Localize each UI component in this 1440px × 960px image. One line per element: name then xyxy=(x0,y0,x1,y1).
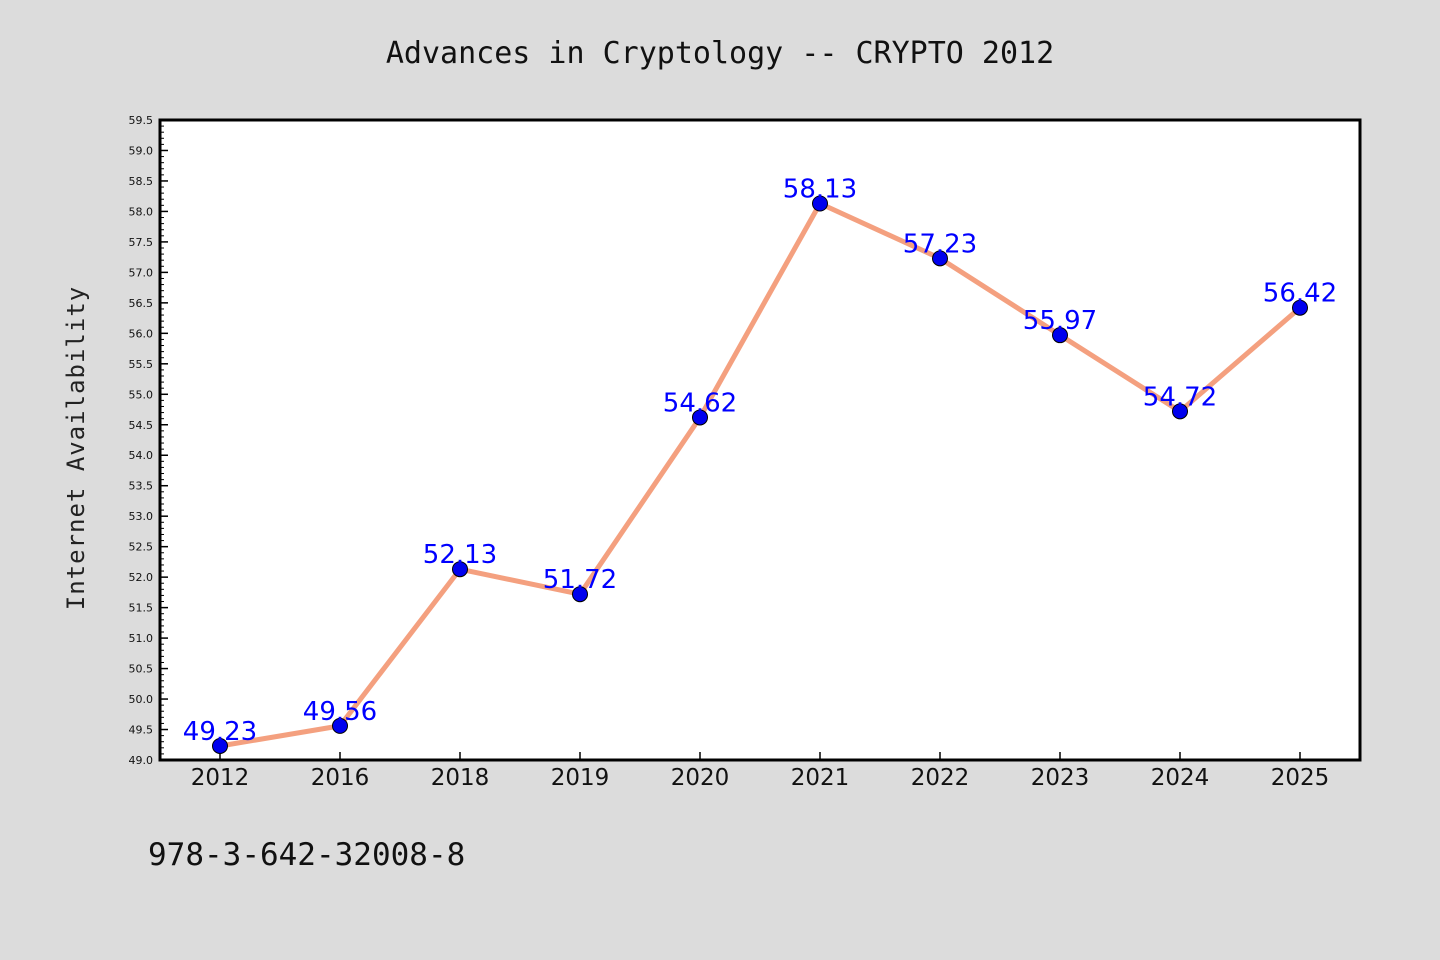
footer-isbn: 978-3-642-32008-8 xyxy=(148,837,465,873)
data-point xyxy=(212,737,228,754)
data-point xyxy=(1292,299,1308,316)
data-label: 56.42 xyxy=(1263,279,1337,309)
x-tick-label: 2024 xyxy=(1151,765,1210,791)
data-label: 49.23 xyxy=(183,717,257,747)
y-tick-label: 59.0 xyxy=(129,144,154,157)
data-point xyxy=(452,561,468,578)
y-tick-label: 54.5 xyxy=(129,419,154,432)
x-tick-label: 2021 xyxy=(791,765,850,791)
data-point xyxy=(812,195,828,212)
y-tick-label: 58.0 xyxy=(129,205,154,218)
y-tick-label: 53.5 xyxy=(129,480,154,493)
data-labels-group: 49.23 49.56 52.13 51.72 54.62 58.13 57.23 55.97… xyxy=(183,175,1337,747)
data-label: 54.62 xyxy=(663,388,737,418)
x-axis: 2012 2016 2018 2019 2020 2021 2022 2023 2024 2025 xyxy=(191,752,1330,791)
y-tick-label: 58.5 xyxy=(129,175,154,188)
y-tick-label: 49.0 xyxy=(129,754,154,767)
data-label: 52.13 xyxy=(423,540,497,570)
x-tick-label: 2012 xyxy=(191,765,250,791)
y-tick-label: 51.5 xyxy=(129,602,154,615)
data-point xyxy=(1172,403,1188,420)
data-point xyxy=(332,717,348,734)
y-axis: 49.0 49.5 50.0 50.5 51.0 51.5 52.0 52.5 53.0 53.5… xyxy=(129,114,168,767)
data-label: 54.72 xyxy=(1143,382,1217,412)
series-line xyxy=(217,201,1303,749)
series-group xyxy=(212,195,1308,754)
y-tick-label: 50.0 xyxy=(129,693,154,706)
y-tick-label: 54.0 xyxy=(129,449,154,462)
data-label: 55.97 xyxy=(1023,306,1097,336)
x-tick-label: 2022 xyxy=(911,765,970,791)
y-tick-label: 55.5 xyxy=(129,358,154,371)
data-point xyxy=(1052,327,1068,344)
y-tick-label: 56.0 xyxy=(129,327,154,340)
data-label: 49.56 xyxy=(303,697,377,727)
x-tick-label: 2025 xyxy=(1271,765,1330,791)
data-point xyxy=(572,586,588,603)
x-tick-label: 2023 xyxy=(1031,765,1090,791)
y-tick-label: 55.0 xyxy=(129,388,154,401)
y-tick-label: 59.5 xyxy=(129,114,154,127)
y-tick-label: 56.5 xyxy=(129,297,154,310)
data-label: 58.13 xyxy=(783,175,857,205)
y-tick-label: 57.0 xyxy=(129,266,154,279)
y-axis-label: Internet Availability xyxy=(62,286,90,610)
y-tick-label: 57.5 xyxy=(129,236,154,249)
x-tick-label: 2016 xyxy=(311,765,370,791)
plot-area xyxy=(158,118,1362,762)
x-tick-label: 2018 xyxy=(431,765,490,791)
x-tick-label: 2020 xyxy=(671,765,730,791)
data-point xyxy=(932,250,948,267)
y-tick-label: 49.5 xyxy=(129,724,154,737)
data-point xyxy=(692,409,708,426)
data-label: 57.23 xyxy=(903,229,977,259)
data-label: 51.72 xyxy=(543,565,617,595)
x-tick-label: 2019 xyxy=(551,765,610,791)
chart-title: Advances in Cryptology -- CRYPTO 2012 xyxy=(386,36,1054,71)
y-tick-label: 52.5 xyxy=(129,541,154,554)
y-tick-label: 52.0 xyxy=(129,571,154,584)
y-tick-label: 50.5 xyxy=(129,663,154,676)
y-tick-label: 53.0 xyxy=(129,510,154,523)
y-tick-label: 51.0 xyxy=(129,632,154,645)
